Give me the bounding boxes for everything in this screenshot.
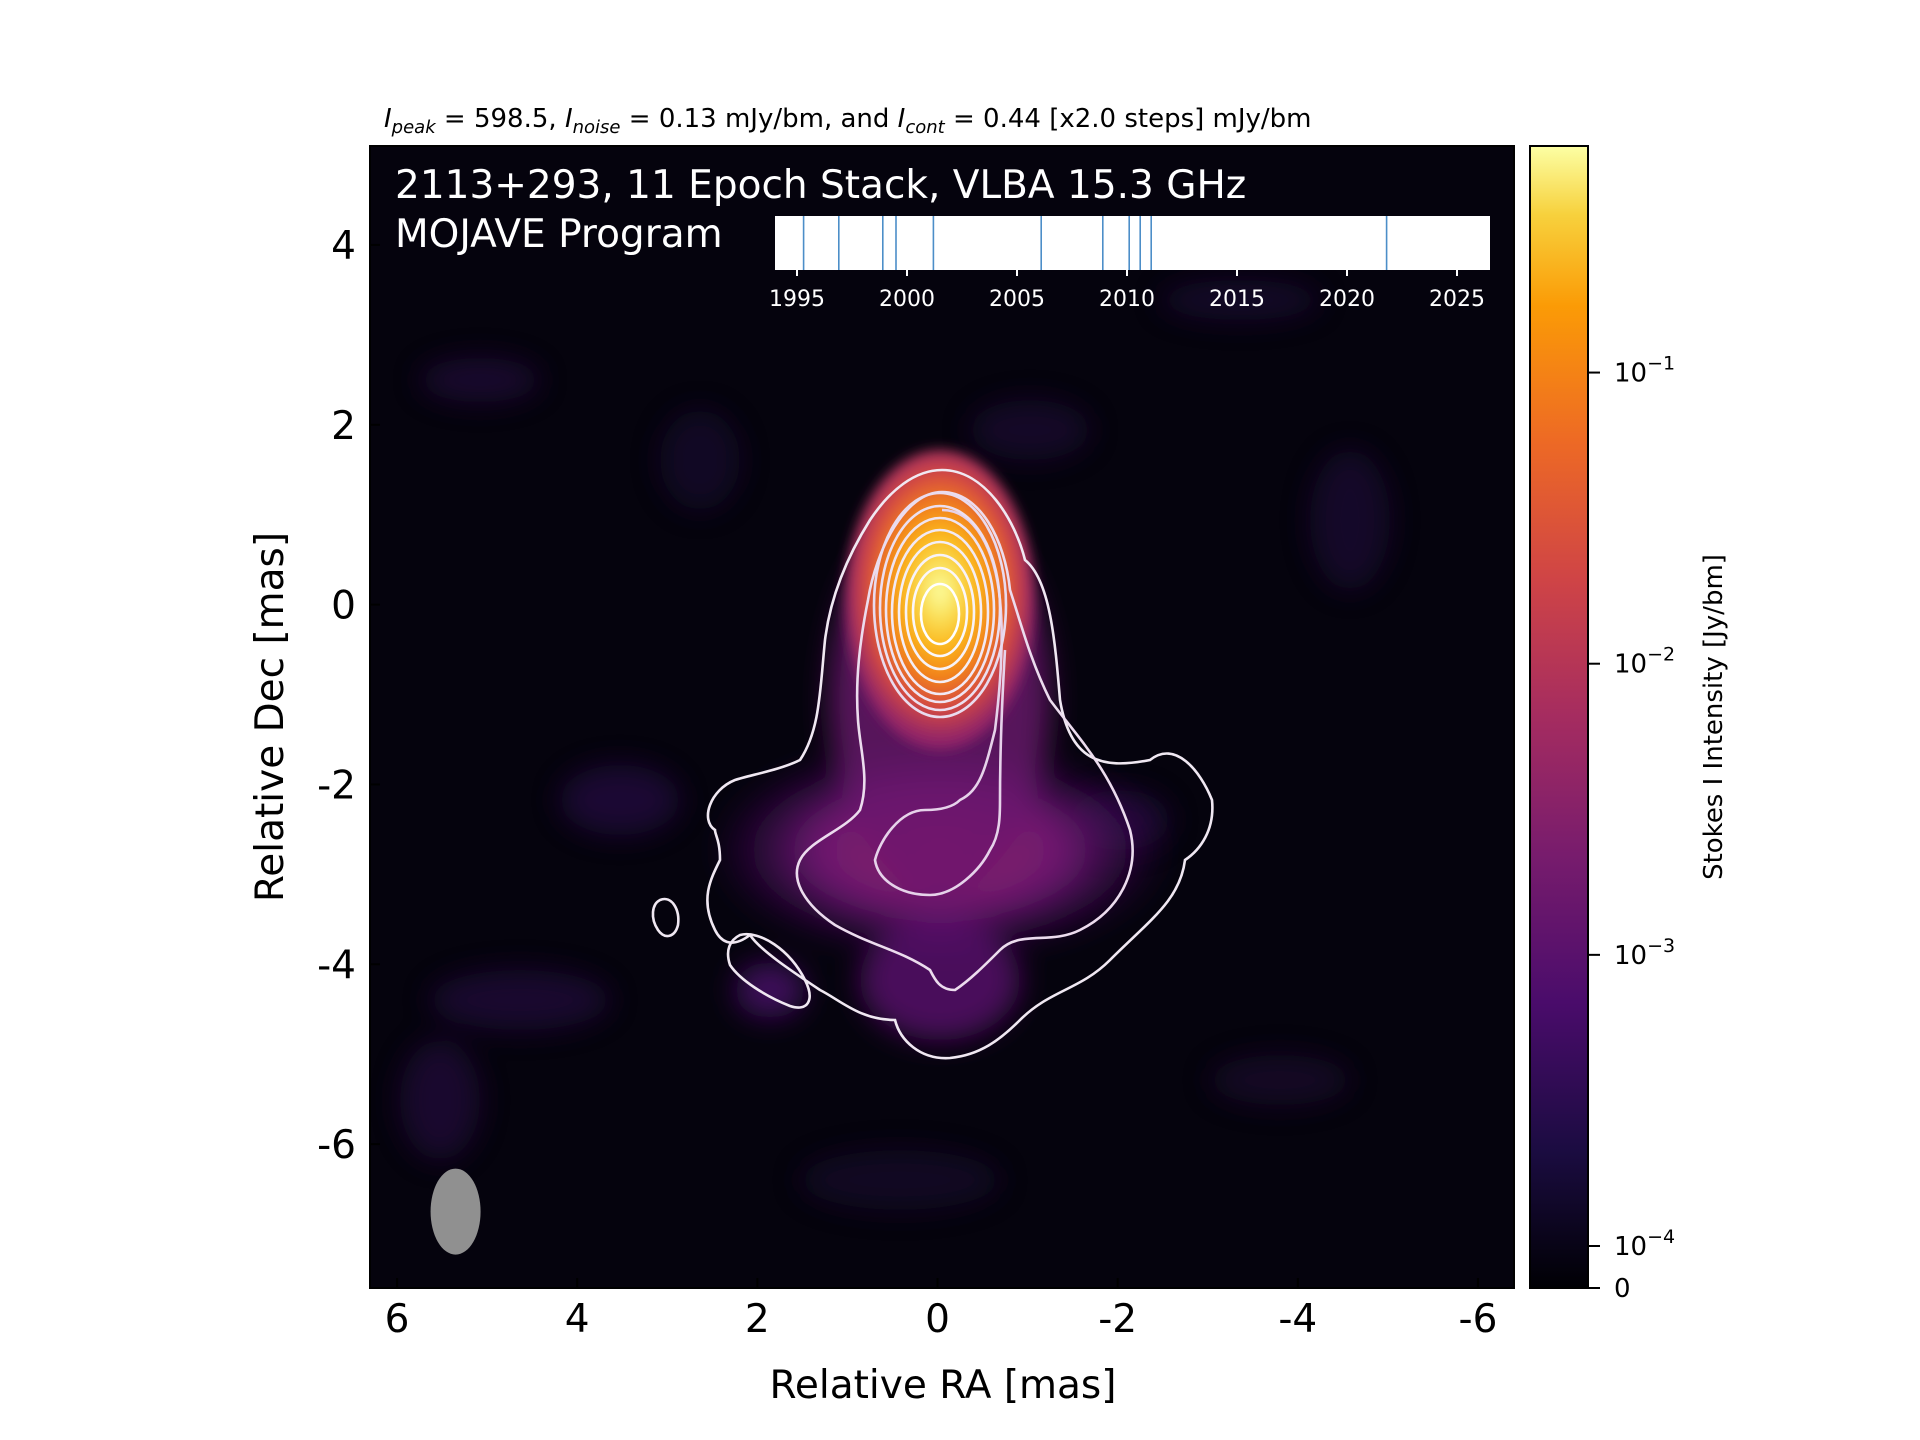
epoch-tick-label: 2025 xyxy=(1429,287,1485,312)
image-panel: 2113+293, 11 Epoch Stack, VLBA 15.3 GHz … xyxy=(369,145,1515,1289)
colorbar-tick-label: 10−2 xyxy=(1614,644,1675,680)
contour-level-5 xyxy=(878,504,1002,712)
x-tick-label: -6 xyxy=(1459,1297,1498,1342)
header-noise-value: 0.13 mJy/bm xyxy=(659,104,824,134)
colorbar-ticks: 10−110−210−310−40 xyxy=(1588,353,1675,1304)
epoch-timeline: 1995 2000 2005 2010 2015 2020 2025 xyxy=(769,216,1490,312)
contour-level-11 xyxy=(919,582,961,646)
contour-level-9 xyxy=(904,553,976,671)
tick-exponent: −1 xyxy=(1647,353,1675,375)
contour-level-8 xyxy=(897,540,983,684)
epoch-timeline-box xyxy=(775,216,1490,270)
x-tick-label: 0 xyxy=(925,1297,950,1342)
panel-title-line2: MOJAVE Program xyxy=(395,212,723,257)
epoch-tick-label: 2020 xyxy=(1319,287,1375,312)
tick-base: 10 xyxy=(1614,650,1647,680)
epoch-tick-label: 2015 xyxy=(1209,287,1265,312)
y-tick-label: -4 xyxy=(317,943,356,988)
header-text: Ipeak = 598.5, Inoise = 0.13 mJy/bm, and… xyxy=(384,104,1312,138)
x-tick-label: 2 xyxy=(745,1297,770,1342)
contour-level-6 xyxy=(884,516,996,704)
x-axis: 6 4 2 0 -2 -4 -6 xyxy=(385,1278,1498,1342)
x-tick-label: -4 xyxy=(1278,1297,1317,1342)
contour-level-1c xyxy=(651,897,680,938)
x-tick-label: 6 xyxy=(385,1297,410,1342)
tick-exponent: −4 xyxy=(1647,1226,1675,1248)
contour-level-1b xyxy=(726,932,811,1009)
contour-level-3 xyxy=(873,508,1007,897)
epoch-tick-label: 2010 xyxy=(1099,287,1155,312)
epoch-tick-label: 1995 xyxy=(769,287,825,312)
colorbar-tick-label: 10−1 xyxy=(1614,353,1675,389)
colorbar-tick-label: 10−3 xyxy=(1614,935,1675,971)
y-tick-label: 0 xyxy=(331,584,356,629)
contour-level-4 xyxy=(872,491,1008,719)
tick-exponent: −3 xyxy=(1647,935,1675,957)
beam-ellipse xyxy=(430,1168,481,1255)
colorbar: 10−110−210−310−40 Stokes I Intensity [Jy… xyxy=(1529,145,1729,1304)
x-tick-label: 4 xyxy=(565,1297,590,1342)
contour-level-10 xyxy=(911,566,969,658)
tick-exponent: −2 xyxy=(1647,644,1675,666)
tick-base: 10 xyxy=(1614,941,1647,971)
image-frame xyxy=(369,145,1515,1289)
contour-level-2 xyxy=(795,490,1134,992)
tick-base: 10 xyxy=(1614,1232,1647,1262)
y-tick-label: 4 xyxy=(331,224,356,269)
colorbar-gradient xyxy=(1529,145,1589,1289)
colorbar-tick-label: 10−4 xyxy=(1614,1226,1675,1262)
y-tick-label: 2 xyxy=(331,404,356,449)
tick-base: 10 xyxy=(1614,359,1647,389)
header-peak-value: 598.5 xyxy=(474,104,548,134)
contours xyxy=(651,468,1214,1060)
x-axis-label: Relative RA [mas] xyxy=(770,1363,1117,1408)
y-tick-label: -2 xyxy=(317,763,356,808)
contour-level-7 xyxy=(890,528,990,696)
header-cont-value: 0.44 [x2.0 steps] mJy/bm xyxy=(983,104,1311,134)
colorbar-tick-label: 0 xyxy=(1614,1274,1631,1304)
colorbar-label: Stokes I Intensity [Jy/bm] xyxy=(1699,554,1729,880)
contour-level-1 xyxy=(706,468,1214,1060)
panel-title-line1: 2113+293, 11 Epoch Stack, VLBA 15.3 GHz xyxy=(395,163,1246,208)
y-axis: 4 2 0 -2 -4 -6 xyxy=(317,224,380,1168)
epoch-ticks: 1995 2000 2005 2010 2015 2020 2025 xyxy=(769,270,1485,312)
y-tick-label: -6 xyxy=(317,1123,356,1168)
epoch-lines xyxy=(802,216,1388,270)
x-tick-label: -2 xyxy=(1098,1297,1137,1342)
epoch-tick-label: 2000 xyxy=(879,287,935,312)
y-axis-label: Relative Dec [mas] xyxy=(248,532,293,902)
epoch-tick-label: 2005 xyxy=(989,287,1045,312)
